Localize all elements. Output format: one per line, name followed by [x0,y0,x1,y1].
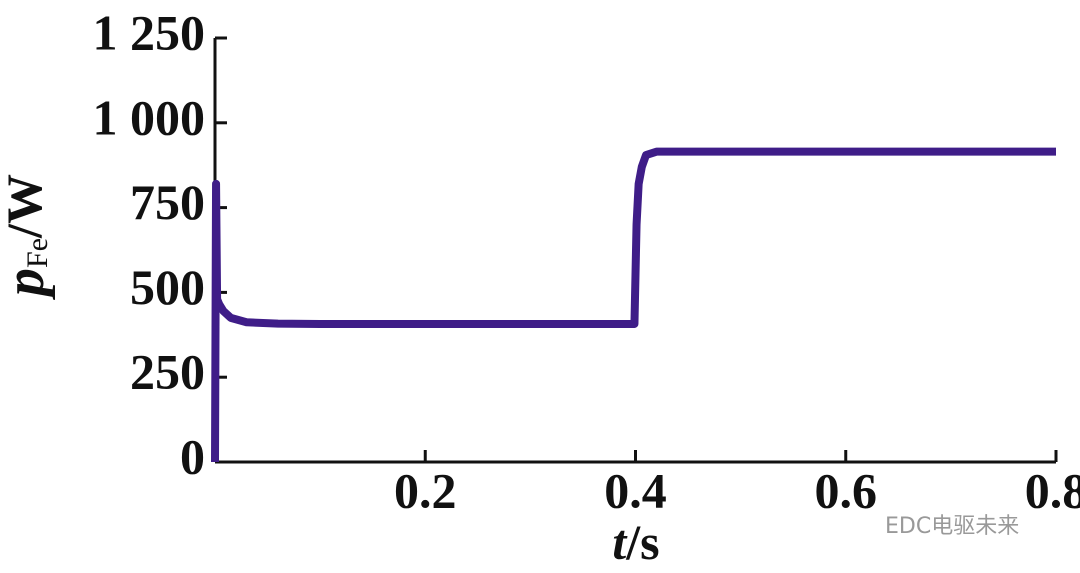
y-tick-label: 1 000 [93,89,206,145]
x-axis-label: t/s [612,514,659,570]
watermark: EDC电驱未来 [885,514,1019,539]
x-label-symbol: t [612,514,628,570]
y-tick-label: 1 250 [93,4,206,60]
y-tick-label: 500 [130,259,205,315]
y-tick-label: 750 [130,174,205,230]
y-label-symbol: p [0,268,56,300]
x-label-unit: /s [625,514,659,570]
y-tick-label: 0 [180,428,205,484]
x-tick-label: 0.8 [1025,462,1080,518]
y-label-unit: /W [0,174,52,239]
y-axis-label: pFe/W [0,174,56,300]
y-tick-label: 250 [130,344,205,400]
y-label-subscript: Fe [21,238,54,268]
x-tick-label: 0.2 [394,462,457,518]
x-tick-label: 0.6 [815,462,878,518]
x-tick-label: 0.4 [604,462,667,518]
line [211,147,1056,463]
